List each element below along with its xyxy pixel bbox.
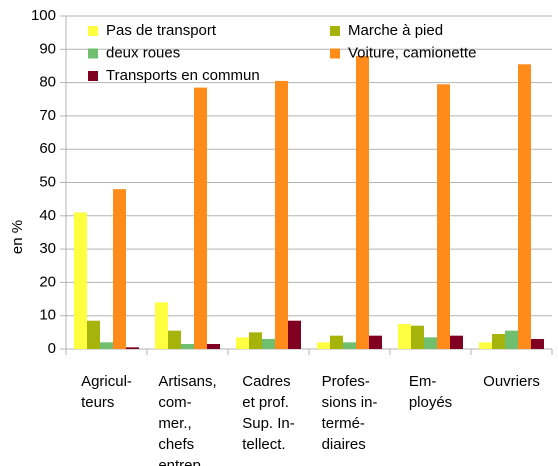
y-tick-label: 40 bbox=[39, 207, 56, 224]
bar bbox=[262, 339, 275, 349]
x-tick-label: mer., bbox=[158, 415, 191, 432]
x-tick-label: Artisans, bbox=[158, 373, 216, 390]
y-tick-label: 60 bbox=[39, 140, 56, 157]
bar bbox=[518, 64, 531, 349]
legend-swatch bbox=[88, 26, 98, 36]
y-tick-label: 50 bbox=[39, 173, 56, 190]
y-tick-label: 100 bbox=[31, 7, 56, 24]
bar bbox=[411, 325, 424, 349]
x-tick-label: Profes- bbox=[322, 373, 370, 390]
y-tick-label: 20 bbox=[39, 273, 56, 290]
x-tick-label: ployés bbox=[409, 394, 452, 411]
legend-swatch bbox=[330, 26, 340, 36]
bar bbox=[398, 324, 411, 349]
x-tick-label: termé- bbox=[322, 415, 365, 432]
bar bbox=[87, 320, 100, 349]
legend-label: Voiture, camionette bbox=[348, 44, 476, 61]
x-tick-label: chefs bbox=[158, 436, 194, 453]
y-axis-label: en % bbox=[9, 220, 26, 254]
x-tick-label: Em- bbox=[409, 373, 437, 390]
bar bbox=[330, 335, 343, 349]
legend-label: deux roues bbox=[106, 44, 180, 61]
bar bbox=[531, 339, 544, 349]
legend-label: Marche à pied bbox=[348, 22, 443, 39]
bar bbox=[168, 330, 181, 349]
y-tick-label: 10 bbox=[39, 307, 56, 324]
x-tick-label: diaires bbox=[322, 436, 366, 453]
bar bbox=[207, 344, 220, 349]
bar bbox=[356, 55, 369, 350]
legend-label: Pas de transport bbox=[106, 22, 217, 39]
y-tick-label: 90 bbox=[39, 40, 56, 57]
x-tick-label: Agricul- bbox=[81, 373, 132, 390]
x-tick-label: tellect. bbox=[242, 436, 285, 453]
bar bbox=[505, 330, 518, 349]
bar bbox=[492, 334, 505, 349]
bar bbox=[479, 342, 492, 349]
legend-swatch bbox=[330, 48, 340, 59]
y-tick-label: 0 bbox=[48, 340, 56, 357]
x-tick-label: Ouvriers bbox=[483, 373, 540, 390]
bar bbox=[369, 335, 382, 349]
bar bbox=[181, 344, 194, 349]
bar bbox=[424, 337, 437, 349]
x-tick-label: et prof. bbox=[242, 394, 289, 411]
bar bbox=[155, 302, 168, 349]
x-tick-label: Sup. In- bbox=[242, 415, 295, 432]
bar bbox=[236, 337, 249, 349]
bar bbox=[437, 84, 450, 349]
bar bbox=[249, 332, 262, 349]
bar bbox=[317, 342, 330, 349]
y-tick-label: 30 bbox=[39, 240, 56, 257]
y-tick-label: 80 bbox=[39, 74, 56, 91]
bar bbox=[74, 212, 87, 349]
bar bbox=[194, 87, 207, 349]
bar bbox=[100, 342, 113, 349]
x-tick-label: com- bbox=[158, 394, 191, 411]
x-tick-label: Cadres bbox=[242, 373, 290, 390]
legend-swatch bbox=[88, 48, 98, 59]
bar bbox=[275, 80, 288, 349]
x-tick-label: sions in- bbox=[322, 394, 378, 411]
x-tick-label: teurs bbox=[81, 394, 114, 411]
bar bbox=[126, 347, 139, 349]
legend-label: Transports en commun bbox=[106, 67, 260, 84]
legend-swatch bbox=[88, 71, 98, 81]
x-tick-label: entrep. bbox=[158, 457, 205, 466]
bar bbox=[113, 189, 126, 349]
bar bbox=[288, 320, 301, 349]
bar bbox=[450, 335, 463, 349]
y-tick-label: 70 bbox=[39, 107, 56, 124]
bar bbox=[343, 342, 356, 349]
